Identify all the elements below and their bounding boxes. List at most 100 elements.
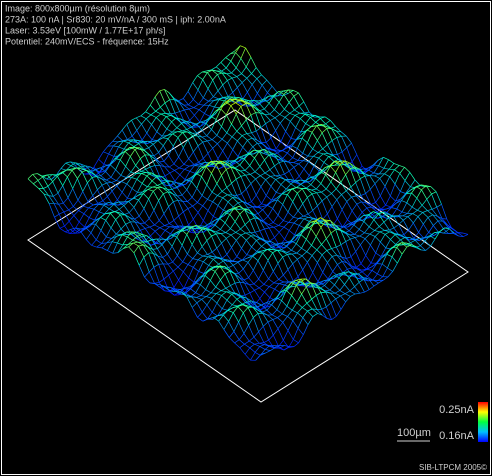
mesh-line (205, 161, 212, 167)
mesh-line (291, 243, 297, 251)
mesh-line (354, 235, 360, 238)
mesh-line (83, 207, 89, 214)
mesh-line (317, 140, 323, 150)
mesh-line (145, 114, 152, 119)
mesh-line (252, 306, 259, 314)
mesh-line (283, 160, 289, 163)
mesh-line (220, 57, 226, 63)
mesh-line (256, 304, 262, 308)
mesh-line (172, 146, 179, 158)
mesh-line (264, 344, 270, 346)
mesh-line (277, 322, 284, 329)
mesh-line (330, 181, 337, 190)
mesh-line (331, 193, 338, 200)
mesh-line (190, 288, 196, 293)
mesh-line (191, 244, 198, 254)
mesh-line (235, 106, 242, 115)
mesh-line (312, 313, 318, 317)
mesh-line (279, 109, 285, 115)
mesh-line (152, 253, 159, 265)
mesh-line (278, 91, 284, 95)
mesh-line (260, 237, 267, 243)
mesh-line (125, 156, 131, 167)
mesh-line (321, 191, 328, 198)
mesh-line (241, 188, 247, 194)
mesh-line (192, 82, 199, 91)
mesh-line (295, 131, 302, 140)
mesh-line (276, 242, 282, 246)
mesh-line (211, 191, 218, 196)
mesh-line (360, 238, 366, 246)
mesh-line (155, 236, 161, 244)
mesh-line (215, 164, 222, 176)
mesh-line (286, 145, 293, 149)
mesh-line (142, 240, 148, 243)
mesh-line (236, 298, 243, 305)
mesh-line (211, 66, 217, 71)
mesh-line (232, 197, 239, 204)
mesh-line (339, 164, 346, 175)
mesh-line (185, 121, 192, 128)
mesh-line (233, 265, 239, 274)
mesh-line (338, 272, 344, 275)
mesh-line (211, 235, 218, 249)
mesh-line (141, 183, 148, 188)
mesh-line (330, 120, 336, 127)
mesh-line (283, 346, 290, 351)
mesh-line (221, 299, 228, 309)
mesh-line (264, 102, 270, 110)
mesh-line (167, 133, 173, 136)
mesh-line (427, 214, 433, 218)
mesh-line (139, 223, 146, 229)
mesh-line (244, 340, 250, 345)
mesh-line (337, 218, 343, 228)
mesh-line (138, 256, 145, 266)
mesh-line (245, 175, 252, 184)
mesh-line (392, 262, 398, 272)
mesh-line (64, 220, 70, 227)
mesh-line (76, 167, 83, 173)
mesh-line (148, 190, 154, 200)
mesh-line (104, 208, 110, 215)
mesh-line (419, 237, 425, 239)
mesh-line (240, 224, 246, 230)
mesh-line (140, 111, 146, 117)
mesh-line (272, 317, 278, 320)
mesh-line (302, 307, 308, 312)
mesh-line (247, 137, 253, 141)
mesh-line (277, 159, 284, 162)
mesh-line (368, 214, 375, 220)
mesh-line (270, 179, 276, 187)
mesh-line (137, 140, 144, 142)
mesh-line (210, 280, 216, 288)
mesh-line (221, 191, 228, 195)
mesh-line (53, 203, 60, 215)
mesh-line (251, 73, 258, 79)
mesh-line (48, 195, 54, 197)
mesh-line (215, 119, 222, 127)
mesh-line (307, 132, 313, 143)
mesh-line (224, 160, 230, 165)
mesh-line (61, 169, 67, 173)
mesh-line (161, 116, 167, 124)
mesh-line (231, 131, 238, 138)
mesh-line (133, 195, 139, 199)
mesh-line (390, 239, 396, 245)
mesh-line (278, 94, 285, 103)
mesh-line (201, 246, 208, 255)
mesh-line (234, 282, 241, 296)
mesh-line (358, 168, 364, 171)
mesh-line (171, 186, 177, 190)
mesh-line (343, 226, 350, 232)
mesh-line (216, 290, 222, 294)
mesh-line (310, 228, 317, 237)
mesh-line (311, 295, 317, 300)
mesh-line (244, 354, 251, 361)
mesh-line (58, 202, 64, 205)
mesh-line (225, 105, 232, 115)
mesh-line (155, 283, 161, 286)
mesh-line (247, 206, 253, 209)
mesh-line (363, 214, 369, 216)
mesh-line (178, 101, 184, 106)
mesh-line (221, 295, 228, 301)
